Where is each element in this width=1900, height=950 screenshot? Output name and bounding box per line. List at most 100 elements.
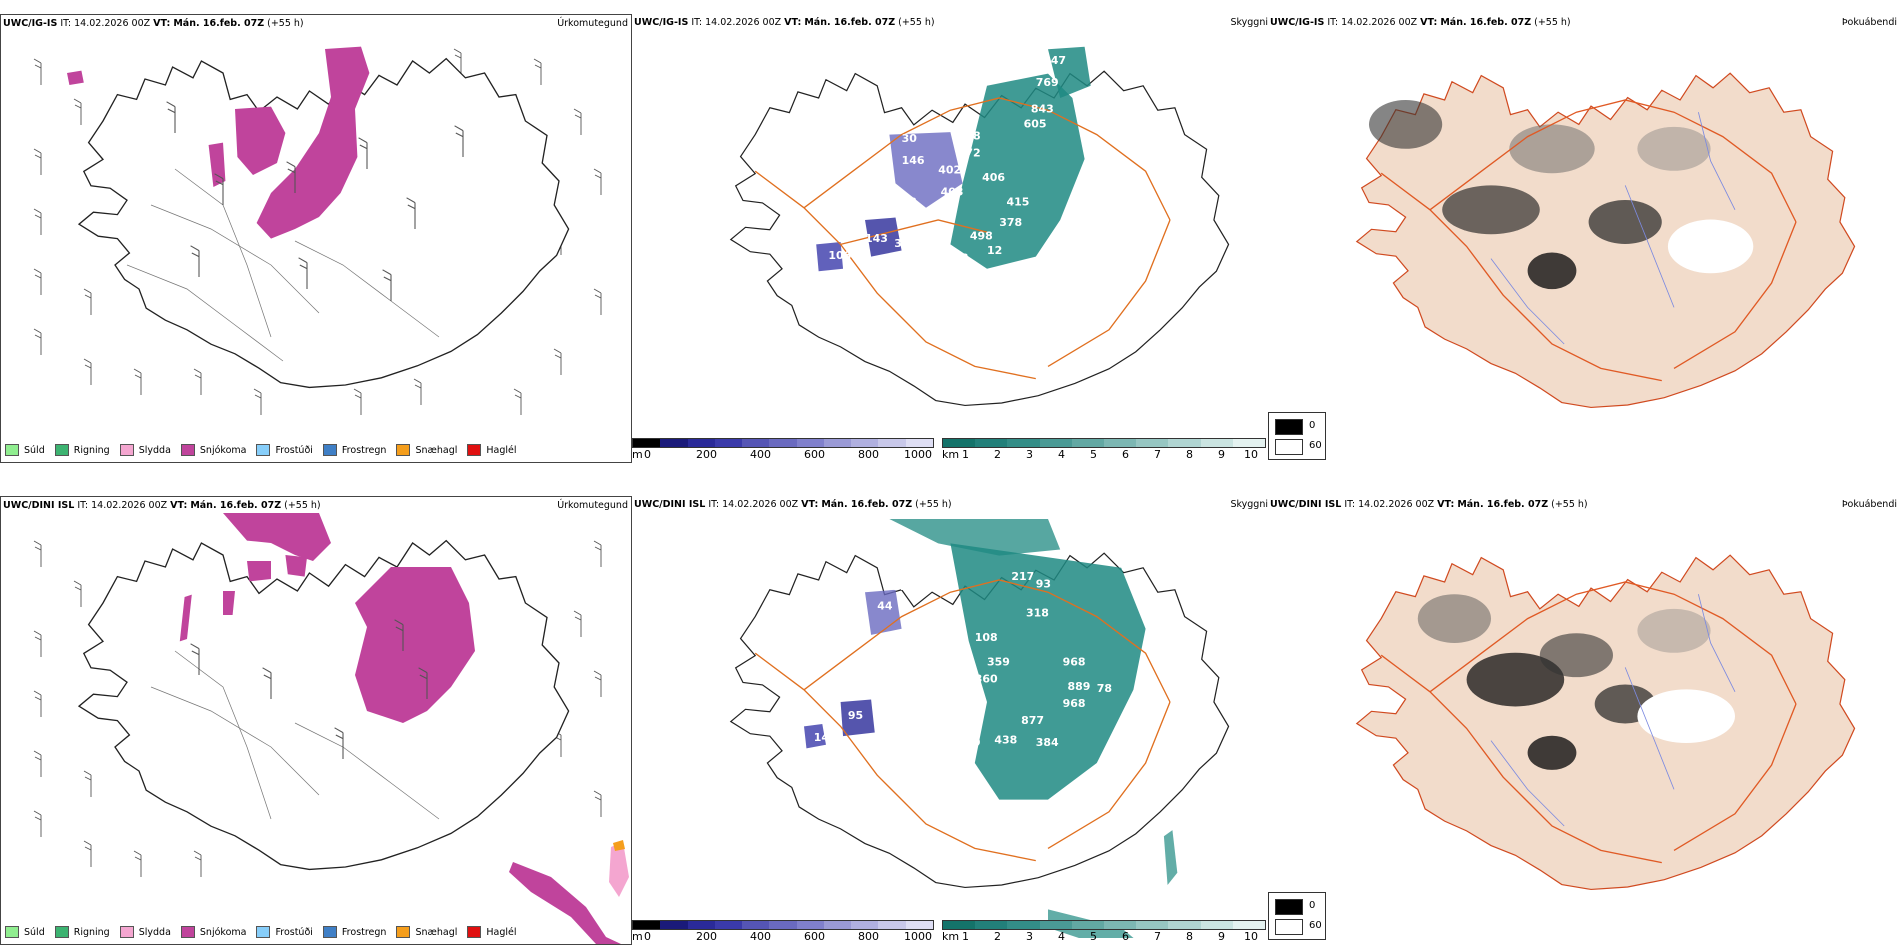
init-time: 14.02.2026 00Z [722,499,799,510]
panel-header: UWC/DINI ISL IT: 14.02.2026 00Z VT: Mán.… [3,500,321,511]
label: 847 [1043,54,1066,67]
lead-time: (+55 h) [284,500,321,511]
swatch [256,926,271,938]
legend-item-frostregn: Frostregn [322,926,386,938]
vt-label: VT: [170,500,188,511]
tick: 400 [750,448,771,461]
valid-time: Mán. 16.feb. 07Z [1457,499,1549,510]
cloud-map: 217 93 291 27 44 318 108 359 360 968 889… [730,519,1230,938]
panel-title: Skyggni [1230,499,1268,510]
tick: 800 [858,448,879,461]
label: 73 [877,719,892,732]
panel-title: Þokuábendi [1841,17,1897,28]
it-label: IT: [1327,17,1339,28]
label: 403 [941,186,964,199]
fog-value: 60 [1309,920,1322,931]
label: 140 [814,731,837,744]
snow-area [256,46,370,239]
tick: 3 [1026,448,1033,461]
it-label: IT: [77,500,89,511]
label: 95 [848,709,863,722]
lead-time: (+55 h) [915,499,952,510]
legend-label: Súld [24,444,45,456]
label: 259 [933,726,956,739]
valid-time: Mán. 16.feb. 07Z [1440,17,1532,28]
fog-panel-bottom: UWC/DINI ISL IT: 14.02.2026 00Z VT: Mán.… [1268,496,1900,896]
tick: 8 [1186,448,1193,461]
fog-scale-box-bottom: 0 60 [1268,892,1326,940]
it-label: IT: [1344,499,1356,510]
fog-area [1466,652,1565,707]
swatch [119,444,134,456]
label: 360 [975,672,998,685]
label: 33 [902,195,917,208]
swatch [119,926,134,938]
cloud-visibility-panel-bottom: UWC/DINI ISL IT: 14.02.2026 00Z VT: Mán.… [632,496,1268,946]
unit-label: km [942,448,960,461]
legend-label: Snæhagl [415,926,458,938]
swatch [467,926,482,938]
cloud-base-labels: 847 769 843 605 27 158 30 172 146 402 40… [828,54,1066,277]
fog-panel-top: UWC/IG-IS IT: 14.02.2026 00Z VT: Mán. 16… [1268,14,1900,414]
swatch [5,926,19,938]
precip-map [33,513,629,944]
swatch [396,926,411,938]
it-label: IT: [60,18,72,29]
swatch [467,444,482,456]
fog-scale-box-top: 0 60 [1268,412,1326,460]
tick: 1 [962,930,969,943]
panel-header: UWC/DINI ISL IT: 14.02.2026 00Z VT: Mán.… [1270,499,1588,510]
label: 843 [1031,103,1054,116]
valid-time: Mán. 16.feb. 07Z [190,500,282,511]
tick: 6 [1122,930,1129,943]
tick: 0 [644,448,651,461]
label: 27 [926,580,941,593]
legend-label: Frostúði [275,926,313,938]
label: 217 [1011,570,1034,583]
label: 384 [1036,736,1059,749]
cloud-map: 847 769 843 605 27 158 30 172 146 402 40… [730,46,1230,407]
legend-label: Slydda [138,926,171,938]
label: 318 [1026,607,1049,620]
tick: 200 [696,930,717,943]
legend-item-slydda: Slydda [119,926,171,938]
legend-item-hagel: Haglél [467,444,517,456]
label: 143 [865,232,888,245]
low-visibility-area [950,73,1085,269]
label: 402 [938,164,961,177]
panel-title: Úrkomutegund [557,500,628,511]
legend-item-snaehagl: Snæhagl [396,926,457,938]
legend-item-snaehagl: Snæhagl [396,444,457,456]
vt-label: VT: [784,17,802,28]
cloud-base-bar [632,920,934,930]
fog-swatch-white [1275,439,1303,455]
it-label: IT: [691,17,703,28]
fog-map [1356,554,1856,891]
tick: 6 [1122,448,1129,461]
legend-item-slydda: Slydda [119,444,171,456]
fog-value: 60 [1309,440,1322,451]
precip-map [33,46,602,416]
label: 172 [958,147,981,160]
label: 877 [1021,714,1044,727]
valid-time: Mán. 16.feb. 07Z [821,499,913,510]
label: 32 [1048,264,1063,277]
it-label: IT: [708,499,720,510]
label: 27 [926,122,941,135]
label: 889 [1068,680,1091,693]
tick: 1000 [904,448,932,461]
label: 378 [999,216,1022,229]
tick: 400 [750,930,771,943]
valid-time: Mán. 16.feb. 07Z [173,18,265,29]
panel-header: UWC/IG-IS IT: 14.02.2026 00Z VT: Mán. 16… [3,18,304,29]
label: 406 [982,171,1005,184]
model-name: UWC/IG-IS [3,18,58,29]
lead-time: (+55 h) [1551,499,1588,510]
tick: 5 [1090,930,1097,943]
tick: 600 [804,930,825,943]
label: 158 [958,129,981,142]
tick: 10 [1244,930,1258,943]
precip-legend: Súld Rigning Slydda Snjókoma Frostúði Fr… [5,444,517,456]
tick: 2 [994,930,1001,943]
legend-label: Snjókoma [199,926,247,938]
